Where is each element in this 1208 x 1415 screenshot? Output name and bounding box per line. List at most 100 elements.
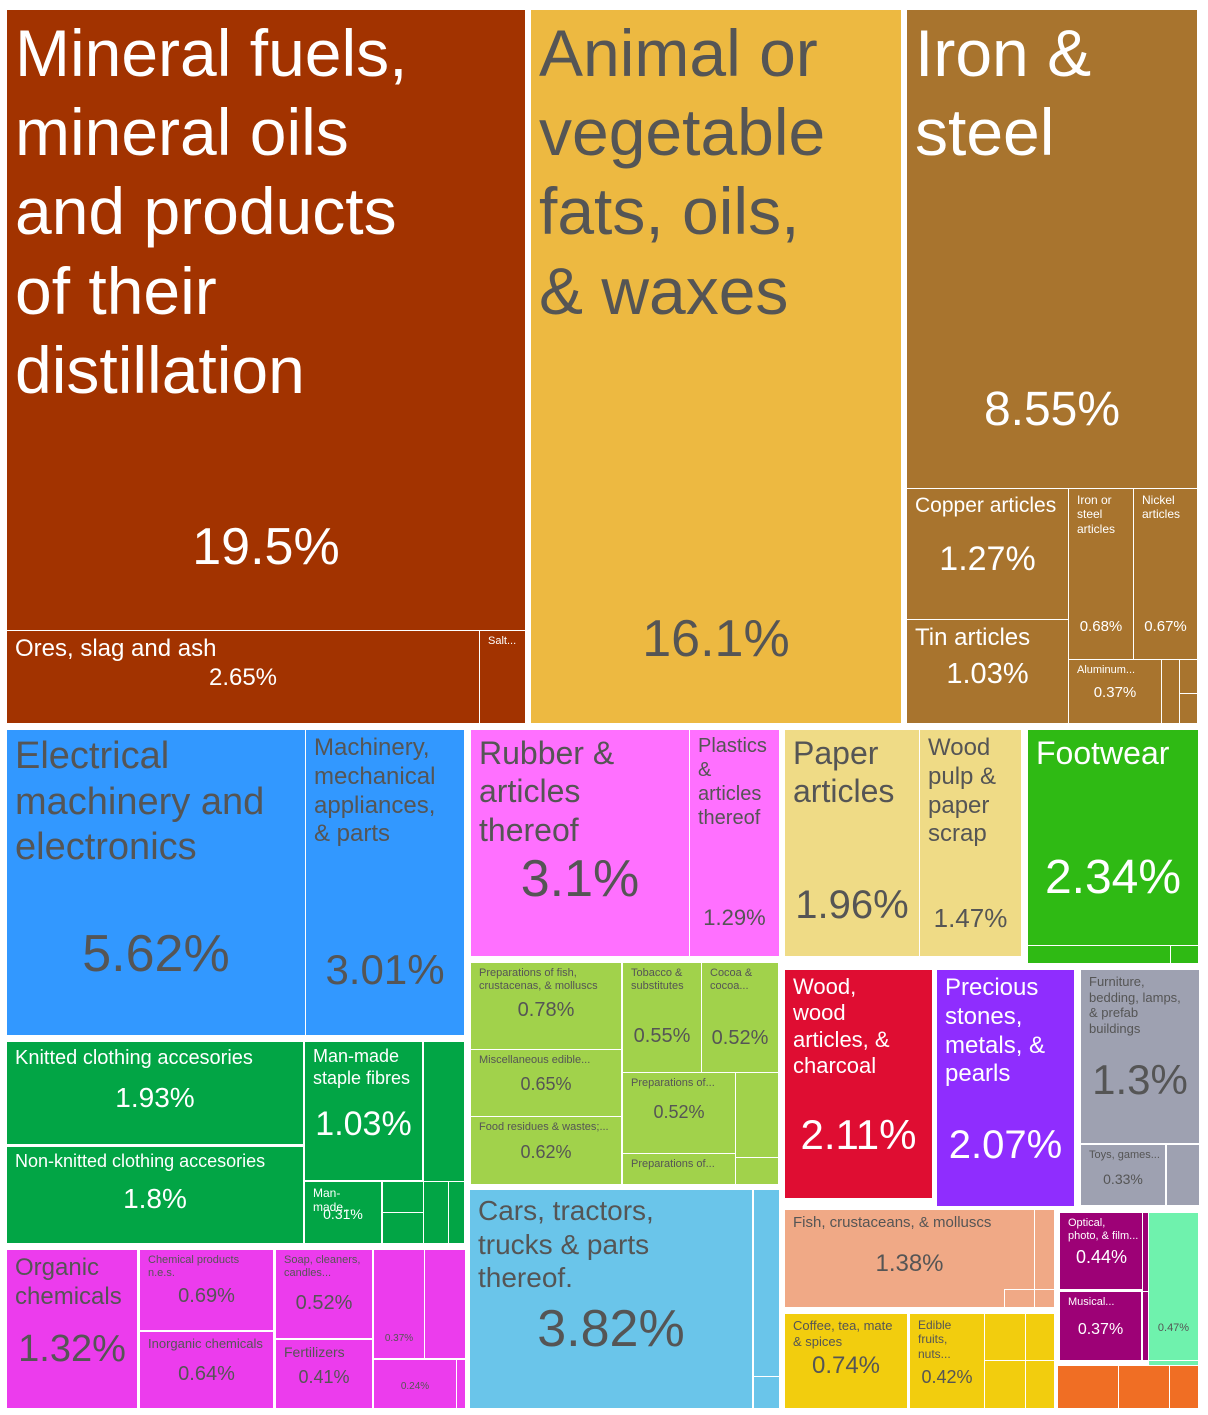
- tile-nickel-articles[interactable]: Nickel articles 0.67%: [1134, 489, 1197, 659]
- tile-value: 5.62%: [82, 925, 230, 984]
- tile-coffee[interactable]: Coffee, tea, mate & spices 0.74%: [785, 1314, 907, 1408]
- tile-furniture[interactable]: Furniture, bedding, lamps, & prefab buil…: [1081, 970, 1199, 1143]
- tile-label: Fertilizers: [284, 1344, 345, 1360]
- tile-value: 0.47%: [1157, 1321, 1190, 1334]
- tile-minor-product[interactable]: [1034, 1289, 1055, 1308]
- tile-minor-product[interactable]: [1142, 1212, 1149, 1361]
- tile-minor-product[interactable]: [456, 1359, 466, 1409]
- tile-precious-stones[interactable]: Precious stones, metals, & pearls 2.07%: [937, 970, 1074, 1206]
- tile-arts[interactable]: 0.47%: [1149, 1213, 1198, 1360]
- tile-value: 0.24%: [400, 1380, 430, 1392]
- tile-minor-product[interactable]: [1057, 1365, 1119, 1409]
- tile-label: Optical, photo, & film...: [1068, 1217, 1139, 1243]
- tile-minor-product[interactable]: [984, 1360, 1026, 1409]
- tile-cars[interactable]: Cars, tractors, trucks & parts thereof. 3…: [470, 1190, 752, 1408]
- tile-plastics[interactable]: Plastics & articles thereof 1.29%: [690, 730, 779, 956]
- tile-minor-product[interactable]: [1025, 1313, 1055, 1361]
- tile-minor-product[interactable]: [1025, 1360, 1055, 1409]
- tile-minor-product[interactable]: [735, 1072, 779, 1158]
- tile-minor-product[interactable]: [423, 1181, 449, 1244]
- tile-minor-product[interactable]: [735, 1157, 779, 1185]
- tile-food-residues[interactable]: Food residues & wastes;... 0.62%: [471, 1117, 621, 1184]
- tile-chem-small-2[interactable]: 0.24%: [374, 1360, 456, 1408]
- tile-footwear[interactable]: Footwear 2.34%: [1028, 730, 1198, 945]
- tile-tobacco[interactable]: Tobacco & substitutes 0.55%: [623, 963, 701, 1072]
- tile-chem-small-1[interactable]: 0.37%: [374, 1250, 424, 1358]
- tile-mineral-fuels[interactable]: Mineral fuels, mineral oils and products…: [7, 10, 525, 630]
- tile-chemical-products[interactable]: Chemical products n.e.s. 0.69%: [140, 1250, 273, 1330]
- tile-minor-product[interactable]: [1179, 693, 1198, 724]
- tile-man-made-staple[interactable]: Man-made staple fibres 1.03%: [305, 1042, 422, 1180]
- tile-minor-product[interactable]: [753, 1189, 780, 1377]
- tile-electrical-machinery[interactable]: Electrical machinery and electronics 5.62…: [7, 730, 305, 1035]
- tile-value: 0.68%: [1079, 617, 1123, 635]
- tile-optical[interactable]: Optical, photo, & film... 0.44%: [1060, 1213, 1143, 1289]
- tile-value: 0.62%: [520, 1142, 572, 1163]
- tile-label: Chemical products n.e.s.: [148, 1254, 240, 1280]
- tile-value: 0.74%: [811, 1351, 881, 1379]
- tile-value: 0.37%: [384, 1332, 414, 1344]
- tile-label: Man-made...: [313, 1186, 354, 1215]
- tile-tin-articles[interactable]: Tin articles 1.03%: [907, 620, 1068, 723]
- tile-wood-pulp[interactable]: Wood pulp & paper scrap 1.47%: [920, 730, 1021, 956]
- tile-value: 1.03%: [315, 1105, 412, 1144]
- tile-fats-oils[interactable]: Animal or vegetable fats, oils, & waxes 1…: [531, 10, 901, 723]
- tile-salt[interactable]: Salt...: [480, 631, 525, 723]
- tile-label: Machinery, mechanical appliances, & part…: [314, 734, 436, 848]
- tile-value: 3.82%: [537, 1300, 685, 1359]
- tile-minor-product[interactable]: [424, 1249, 466, 1359]
- tile-iron-steel-articles[interactable]: Iron or steel articles 0.68%: [1069, 489, 1133, 659]
- tile-knitted-clothing[interactable]: Knitted clothing accesories 1.93%: [7, 1042, 303, 1144]
- tile-value: 1.38%: [875, 1249, 944, 1277]
- tile-label: Inorganic chemicals: [148, 1336, 263, 1351]
- tile-minor-product[interactable]: [1169, 1365, 1199, 1409]
- tile-minor-product[interactable]: [1166, 1144, 1200, 1206]
- tile-minor-product[interactable]: [1027, 945, 1171, 964]
- tile-value: 0.67%: [1144, 617, 1187, 635]
- tile-edible-fruits[interactable]: Edible fruits, nuts... 0.42%: [910, 1314, 984, 1408]
- tile-value: 19.5%: [192, 518, 340, 577]
- tile-machinery[interactable]: Machinery, mechanical appliances, & part…: [306, 730, 464, 1035]
- tile-minor-product[interactable]: [1142, 1291, 1149, 1361]
- tile-minor-product[interactable]: [1170, 945, 1199, 964]
- tile-value: 0.37%: [1077, 1321, 1124, 1339]
- tile-rubber[interactable]: Rubber & articles thereof 3.1%: [471, 730, 689, 956]
- tile-minor-product[interactable]: [753, 1376, 780, 1409]
- tile-value: 0.65%: [520, 1074, 572, 1095]
- tile-minor-product[interactable]: [1034, 1209, 1055, 1291]
- tile-minor-product[interactable]: [1179, 659, 1198, 694]
- tile-fish[interactable]: Fish, crustaceans, & molluscs 1.38%: [785, 1210, 1034, 1307]
- tile-label: Toys, games...: [1089, 1149, 1160, 1161]
- tile-value: 1.8%: [123, 1182, 187, 1214]
- tile-inorganic-chemicals[interactable]: Inorganic chemicals 0.64%: [140, 1332, 273, 1408]
- tile-prep-fish[interactable]: Preparations of fish, crustacenas, & mol…: [471, 963, 621, 1049]
- tile-label: Food residues & wastes;...: [479, 1121, 609, 1133]
- tile-label: Footwear: [1036, 735, 1170, 771]
- tile-aluminum[interactable]: Aluminum... 0.37%: [1069, 660, 1161, 723]
- tile-copper-articles[interactable]: Copper articles 1.27%: [907, 489, 1068, 619]
- tile-man-made-filaments[interactable]: Man-made... 0.31%: [305, 1182, 381, 1243]
- tile-non-knitted-clothing[interactable]: Non-knitted clothing accesories 1.8%: [7, 1147, 303, 1243]
- tile-soap[interactable]: Soap, cleaners, candles... 0.52%: [276, 1250, 372, 1338]
- tile-toys[interactable]: Toys, games... 0.33%: [1081, 1145, 1165, 1205]
- tile-ores-slag-ash[interactable]: Ores, slag and ash 2.65%: [7, 631, 479, 723]
- tile-minor-product[interactable]: [1004, 1289, 1036, 1308]
- tile-minor-product[interactable]: [984, 1313, 1026, 1361]
- tile-value: 3.01%: [325, 945, 445, 993]
- tile-preparations-2[interactable]: Preparations of...: [623, 1154, 735, 1184]
- tile-preparations-1[interactable]: Preparations of... 0.52%: [623, 1073, 735, 1153]
- tile-value: 1.93%: [115, 1081, 195, 1113]
- tile-misc-edible[interactable]: Miscellaneous edible... 0.65%: [471, 1050, 621, 1116]
- tile-cocoa[interactable]: Cocoa & cocoa... 0.52%: [702, 963, 778, 1072]
- tile-minor-product[interactable]: [382, 1181, 424, 1213]
- tile-minor-product[interactable]: [382, 1212, 424, 1244]
- tile-wood[interactable]: Wood, wood articles, & charcoal 2.11%: [785, 970, 932, 1198]
- tile-minor-product[interactable]: [448, 1181, 465, 1244]
- tile-organic-chemicals[interactable]: Organic chemicals 1.32%: [7, 1250, 137, 1408]
- tile-fertilizers[interactable]: Fertilizers 0.41%: [276, 1340, 372, 1408]
- tile-musical[interactable]: Musical... 0.37%: [1060, 1292, 1141, 1360]
- tile-iron-steel[interactable]: Iron & steel 8.55%: [907, 10, 1197, 488]
- tile-minor-product[interactable]: [1118, 1365, 1170, 1409]
- tile-paper-articles[interactable]: Paper articles 1.96%: [785, 730, 919, 956]
- tile-value: 3.1%: [520, 850, 640, 909]
